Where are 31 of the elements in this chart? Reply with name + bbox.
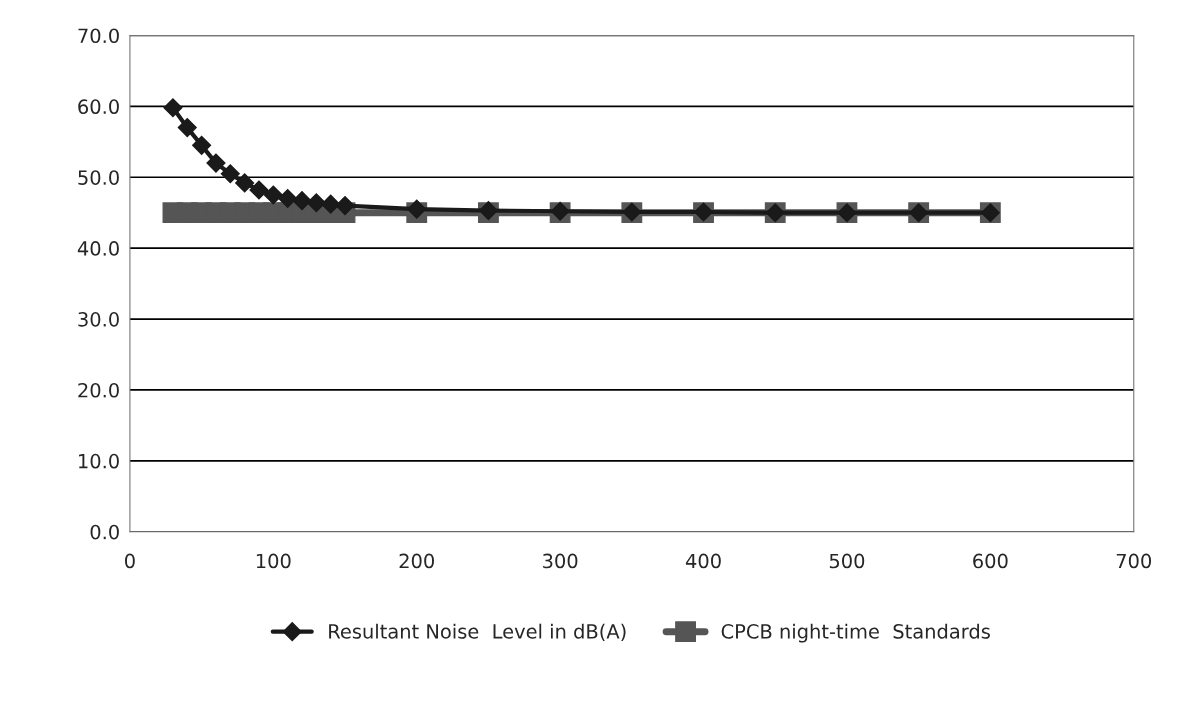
- point: [192, 135, 212, 155]
- x-tick-label: 700: [1116, 553, 1152, 569]
- y-tick-label: 70.0: [78, 28, 119, 44]
- y-tick-label: 50.0: [78, 170, 119, 185]
- point: [263, 185, 283, 205]
- point: [220, 164, 240, 184]
- point: [206, 153, 226, 173]
- point: [163, 98, 183, 118]
- x-tick-label: 500: [829, 553, 865, 569]
- y-tick-label: 10.0: [79, 453, 119, 469]
- point: [292, 191, 312, 211]
- x-tick-label: 100: [256, 553, 291, 569]
- point: [306, 193, 326, 213]
- x-tick-label: 300: [543, 553, 578, 569]
- y-tick-label: 0.0: [90, 524, 119, 540]
- point: [321, 194, 341, 214]
- x-tick-label: 600: [973, 553, 1008, 569]
- y-tick-label: 60.0: [78, 99, 119, 115]
- x-tick-label: 200: [399, 553, 434, 569]
- point: [235, 173, 255, 193]
- point: [407, 199, 427, 219]
- point: [335, 196, 355, 216]
- legend-label: Resultant Noise Level in dB(A): [329, 623, 626, 642]
- point: [249, 180, 269, 200]
- legend-label: CPCB night-time Standards: [721, 623, 990, 643]
- y-tick-label: 40.0: [77, 241, 119, 256]
- point: [177, 118, 197, 138]
- y-tick-label: 30.0: [78, 312, 119, 327]
- x-tick-label: 400: [685, 553, 721, 569]
- x-tick-label: 0: [125, 553, 135, 569]
- y-tick-label: 20.0: [78, 382, 119, 398]
